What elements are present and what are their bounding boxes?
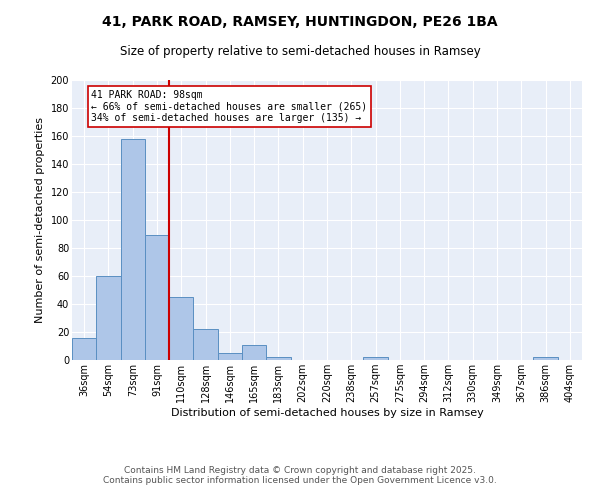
Bar <box>121 139 145 360</box>
Bar <box>266 357 290 360</box>
Bar <box>364 357 388 360</box>
Bar <box>533 357 558 360</box>
Bar <box>169 297 193 360</box>
Bar <box>72 338 96 360</box>
Text: 41 PARK ROAD: 98sqm
← 66% of semi-detached houses are smaller (265)
34% of semi-: 41 PARK ROAD: 98sqm ← 66% of semi-detach… <box>91 90 368 123</box>
Text: 41, PARK ROAD, RAMSEY, HUNTINGDON, PE26 1BA: 41, PARK ROAD, RAMSEY, HUNTINGDON, PE26 … <box>102 15 498 29</box>
Y-axis label: Number of semi-detached properties: Number of semi-detached properties <box>35 117 45 323</box>
Bar <box>145 236 169 360</box>
Text: Size of property relative to semi-detached houses in Ramsey: Size of property relative to semi-detach… <box>119 45 481 58</box>
Bar <box>242 344 266 360</box>
Text: Contains HM Land Registry data © Crown copyright and database right 2025.
Contai: Contains HM Land Registry data © Crown c… <box>103 466 497 485</box>
X-axis label: Distribution of semi-detached houses by size in Ramsey: Distribution of semi-detached houses by … <box>170 408 484 418</box>
Bar <box>96 276 121 360</box>
Bar <box>193 329 218 360</box>
Bar <box>218 353 242 360</box>
